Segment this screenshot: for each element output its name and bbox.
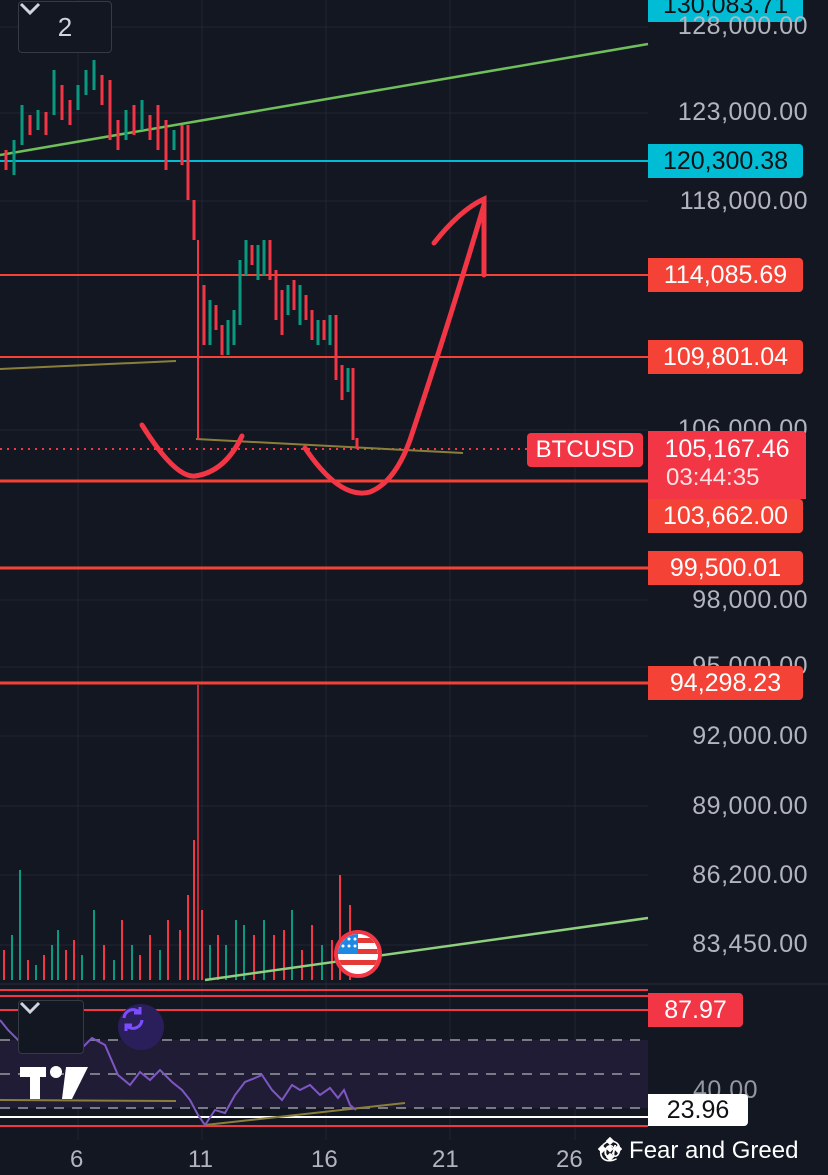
top-partial-label: 130,083.71 xyxy=(648,0,803,22)
pane-collapse-button[interactable] xyxy=(18,1000,84,1054)
chevron-down-icon xyxy=(19,2,41,16)
indicator-count: 2 xyxy=(57,11,73,42)
bar-countdown: 03:44:35 xyxy=(666,464,760,491)
sync-icon[interactable] xyxy=(118,1004,164,1050)
level-tag[interactable]: 114,085.69 xyxy=(648,258,803,292)
time-tick: 16 xyxy=(311,1146,338,1173)
chevron-down-icon xyxy=(19,1001,41,1015)
axis-tick: 128,000.00 xyxy=(677,12,808,40)
level-tag[interactable]: 103,662.00 xyxy=(648,499,803,533)
axis-tick: 118,000.00 xyxy=(679,187,808,215)
watermark: @ Fear and Greed xyxy=(598,1137,798,1165)
axis-tick: 89,000.00 xyxy=(692,792,808,820)
last-price-value: 105,167.46 xyxy=(664,435,790,463)
chart-plot-area[interactable] xyxy=(0,0,828,1140)
oscillator-upper-value: 87.97 xyxy=(648,993,743,1027)
axis-tick: 123,000.00 xyxy=(677,98,808,126)
watermark-text: @ Fear and Greed xyxy=(598,1137,799,1164)
time-tick: 21 xyxy=(432,1146,459,1173)
axis-tick: 92,000.00 xyxy=(692,722,808,750)
axis-tick: 83,450.00 xyxy=(692,930,808,958)
hand-drawn-annotation xyxy=(139,195,487,496)
time-tick: 26 xyxy=(556,1146,583,1173)
last-price-tag: 105,167.46 03:44:35 xyxy=(648,431,806,499)
level-tag[interactable]: 94,298.23 xyxy=(648,666,803,700)
level-tag[interactable]: 99,500.01 xyxy=(648,551,803,585)
trendline-green xyxy=(0,42,649,157)
level-tag-cyan[interactable]: 120,300.38 xyxy=(648,144,803,178)
level-tag[interactable]: 109,801.04 xyxy=(648,340,803,374)
binance-icon xyxy=(598,1137,622,1161)
time-tick: 6 xyxy=(70,1146,84,1173)
oscillator-current-value: 23.96 xyxy=(648,1094,748,1126)
us-flag-event-icon[interactable] xyxy=(334,930,382,978)
axis-tick: 86,200.00 xyxy=(692,861,808,889)
time-tick: 11 xyxy=(188,1146,213,1173)
axis-tick: 98,000.00 xyxy=(692,586,808,614)
symbol-label: BTCUSD xyxy=(527,433,643,467)
indicator-legend-toggle[interactable]: 2 xyxy=(18,1,112,53)
